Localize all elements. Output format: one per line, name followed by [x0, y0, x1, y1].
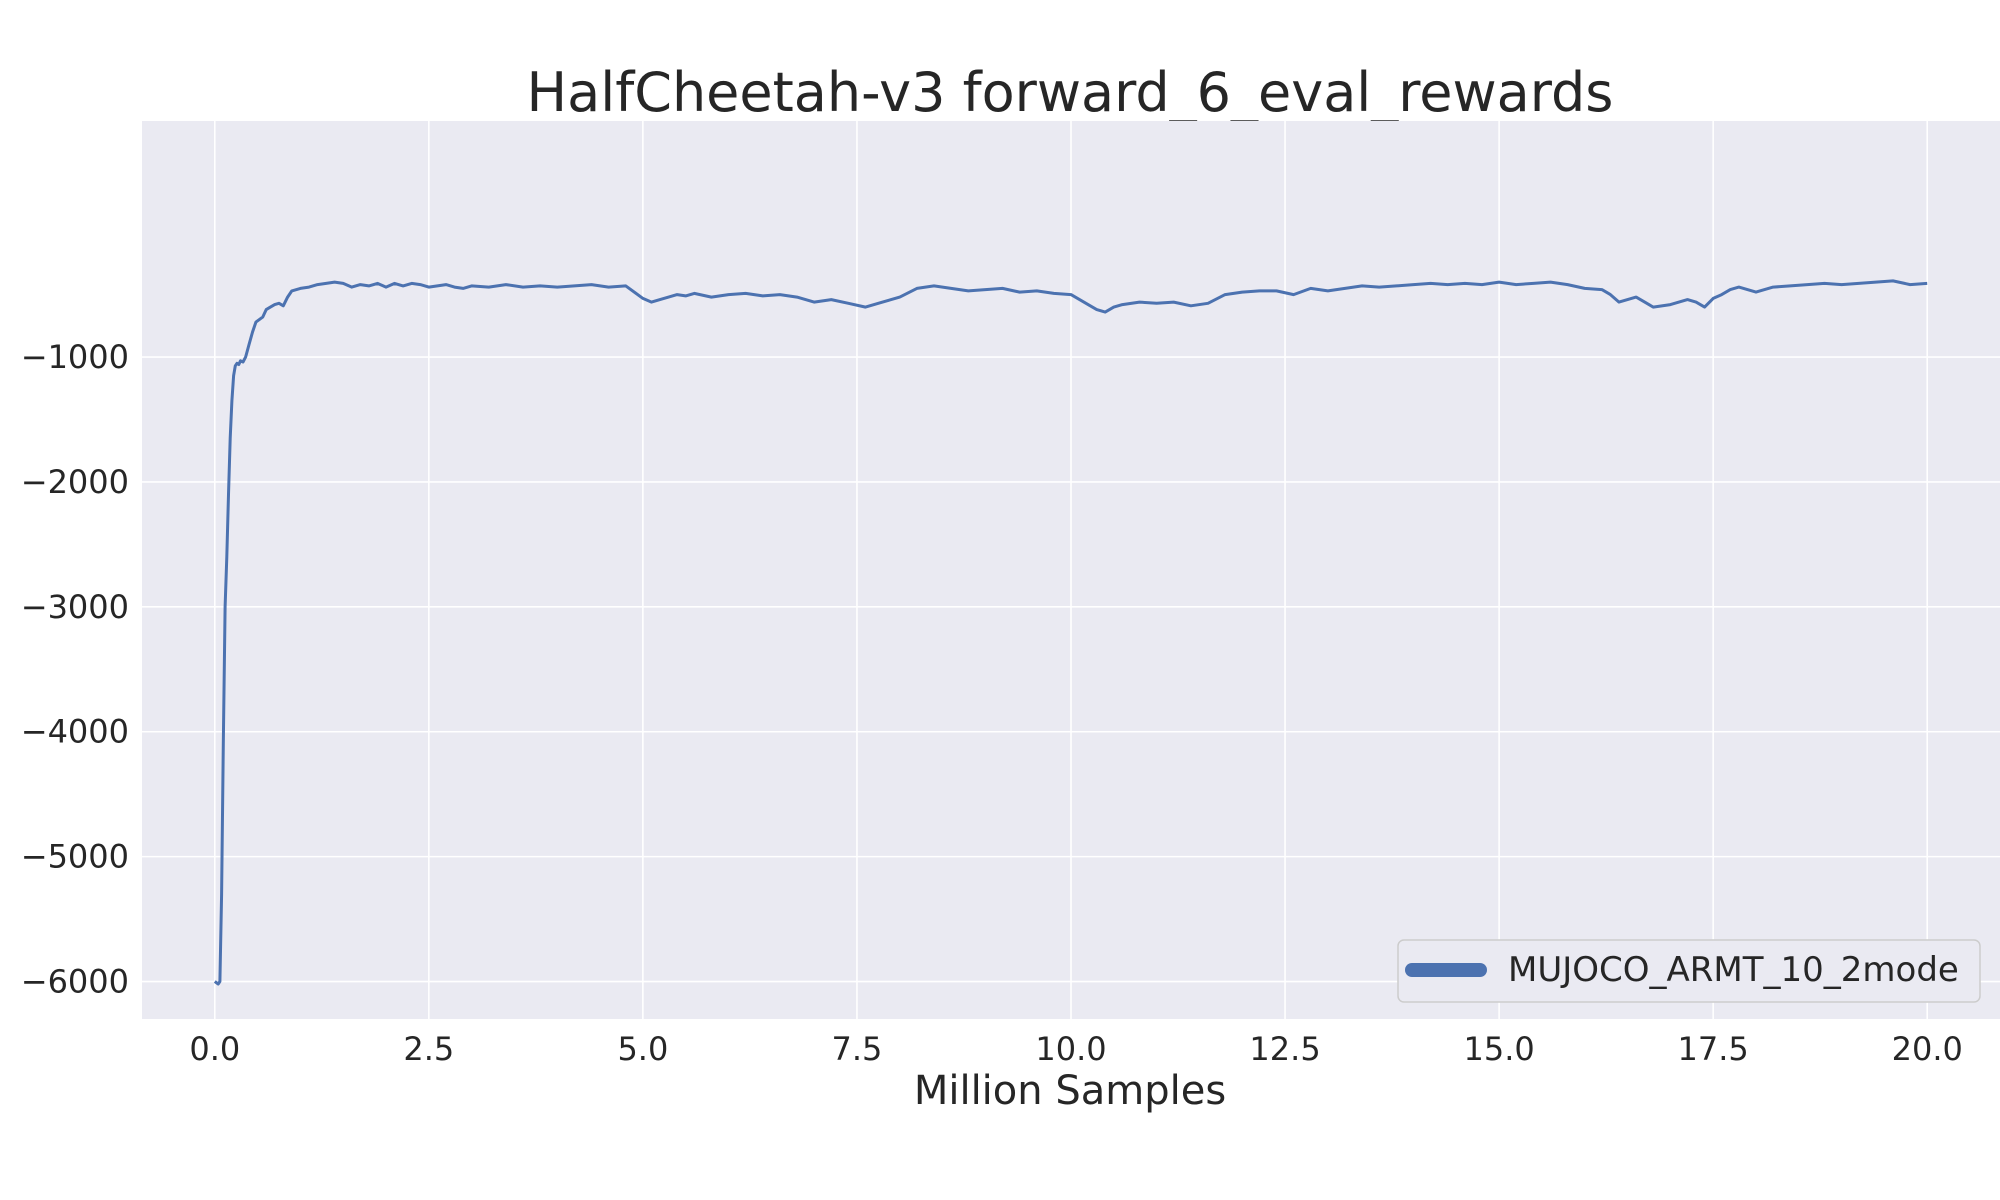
x-gridlines — [213, 121, 1929, 1019]
y-tick-label: −5000 — [21, 838, 129, 876]
x-tick-label: 5.0 — [617, 1030, 668, 1068]
y-tick-label: −1000 — [21, 338, 129, 376]
series-layer — [213, 279, 1928, 986]
x-tick-labels: 0.0 2.5 5.0 7.5 10.0 12.5 15.0 17.5 20.0 — [189, 1030, 1963, 1068]
series-line — [213, 279, 1928, 986]
y-tick-labels: −6000 −5000 −4000 −3000 −2000 −1000 — [21, 338, 129, 1000]
x-tick-label: 7.5 — [831, 1030, 882, 1068]
x-tick-label: 12.5 — [1249, 1030, 1320, 1068]
legend-label: MUJOCO_ARMT_10_2mode — [1508, 950, 1959, 990]
legend: MUJOCO_ARMT_10_2mode — [1397, 939, 1981, 1003]
legend-box — [1397, 939, 1981, 1003]
x-tick-label: 10.0 — [1035, 1030, 1106, 1068]
x-tick-label: 2.5 — [403, 1030, 454, 1068]
chart-title: HalfCheetah-v3 forward_6_eval_rewards — [527, 61, 1614, 124]
y-tick-label: −4000 — [21, 713, 129, 751]
x-tick-label: 0.0 — [189, 1030, 240, 1068]
x-tick-label: 17.5 — [1678, 1030, 1749, 1068]
x-tick-label: 15.0 — [1463, 1030, 1534, 1068]
x-axis-label: Million Samples — [914, 1068, 1226, 1114]
x-tick-label: 20.0 — [1892, 1030, 1963, 1068]
y-tick-label: −6000 — [21, 963, 129, 1001]
y-tick-label: −3000 — [21, 588, 129, 626]
y-tick-label: −2000 — [21, 463, 129, 501]
